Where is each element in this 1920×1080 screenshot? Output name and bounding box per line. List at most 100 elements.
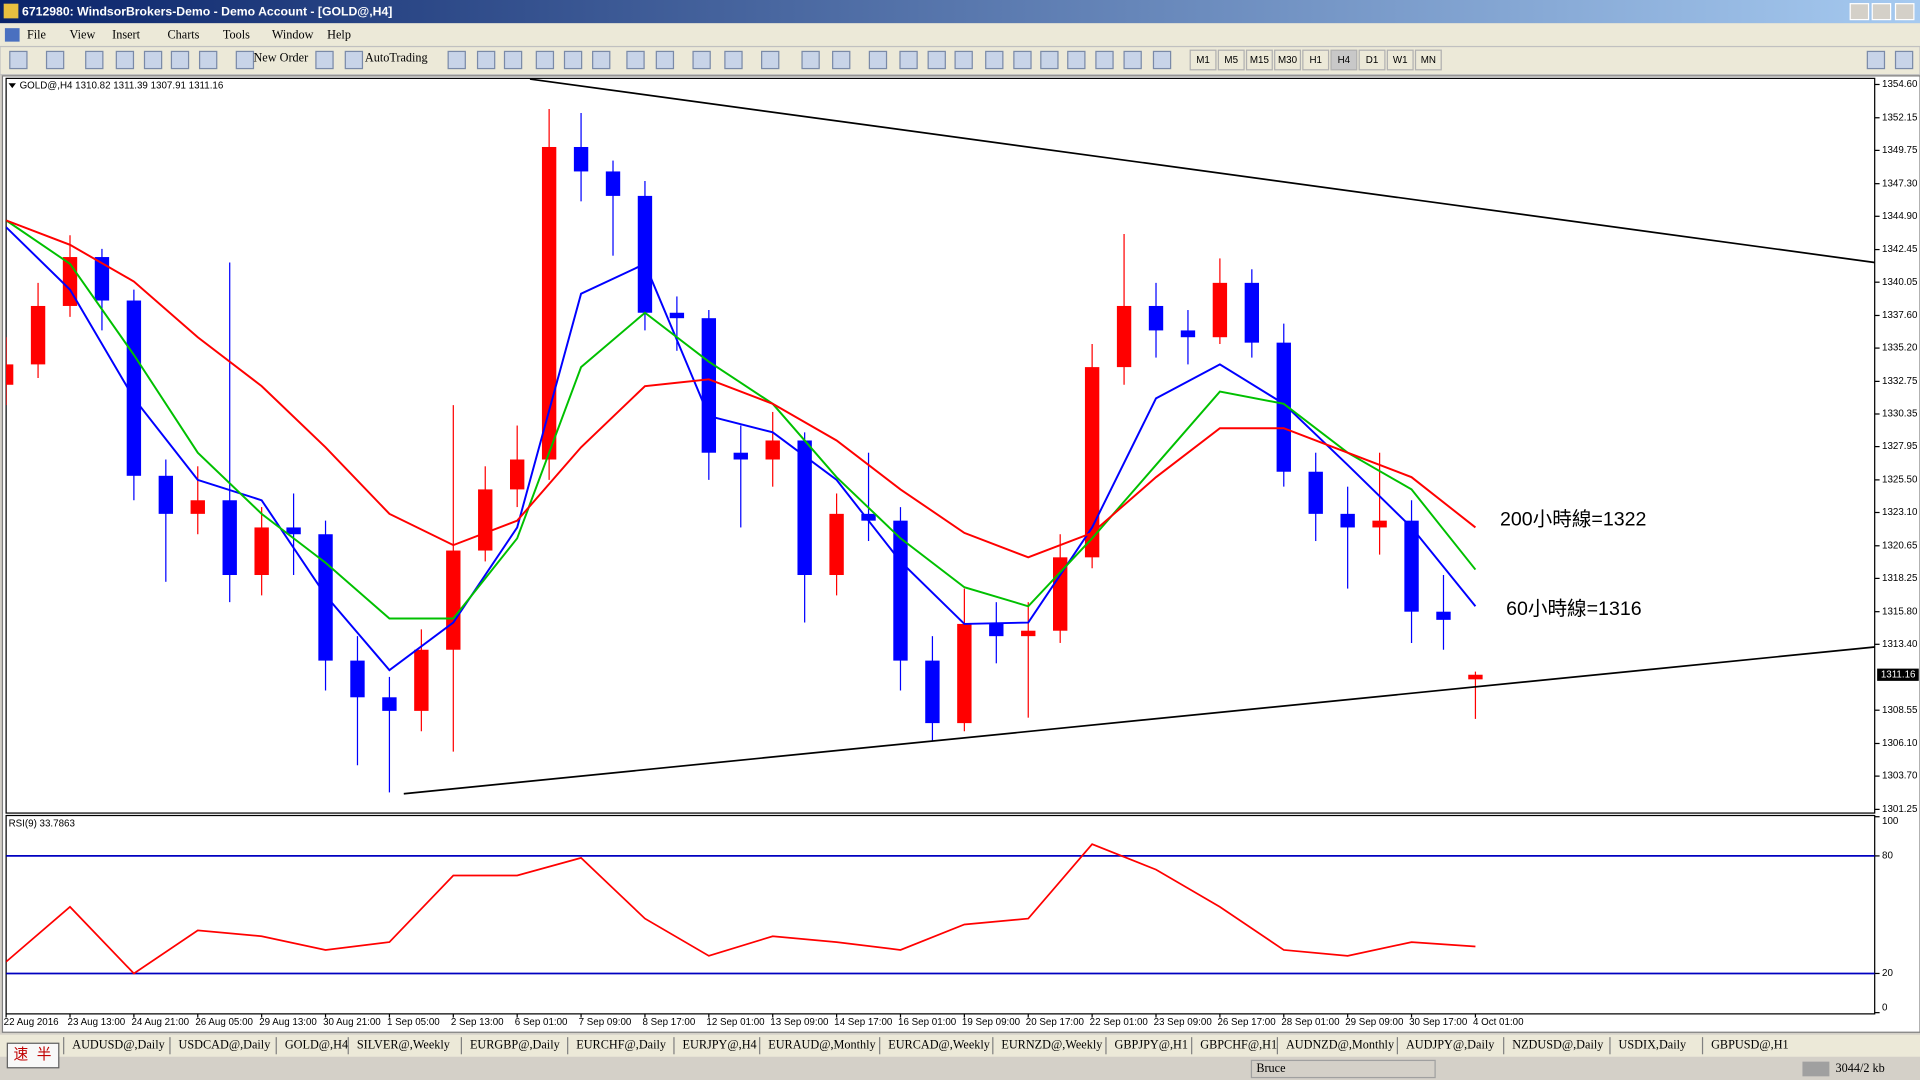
chart-tab[interactable]: EURGBP@,Daily xyxy=(470,1038,561,1052)
menu-item[interactable]: Help xyxy=(327,27,351,41)
toolbar-icon[interactable] xyxy=(344,50,364,70)
autotrading-button[interactable]: AutoTrading xyxy=(365,51,428,65)
timeframe-button[interactable] xyxy=(1245,49,1273,71)
toolbar-icon[interactable] xyxy=(447,50,466,70)
chart-tab[interactable]: GOLD@,H4 xyxy=(285,1038,348,1052)
timeframe-label[interactable]: MN xyxy=(1421,55,1436,66)
chart-tab[interactable]: EURAUD@,Monthly xyxy=(768,1038,876,1052)
toolbar-icon[interactable] xyxy=(235,50,255,70)
chart-tab[interactable]: GBPCHF@,H1 xyxy=(1200,1038,1277,1052)
timeframe-button[interactable] xyxy=(1414,49,1442,71)
y-tick-label: 1344.90 xyxy=(1882,211,1918,222)
timeframe-label[interactable]: D1 xyxy=(1366,55,1379,66)
timeframe-button[interactable] xyxy=(1302,49,1330,71)
candle-body xyxy=(733,452,748,460)
toolbar-icon[interactable] xyxy=(1067,50,1086,70)
chart-tab[interactable]: EURJPY@,H4 xyxy=(683,1038,757,1052)
chart-tab[interactable]: EURNZD@,Weekly xyxy=(1001,1038,1103,1052)
timeframe-label[interactable]: M30 xyxy=(1278,55,1298,66)
toolbar-icon[interactable] xyxy=(626,50,645,70)
candle-body xyxy=(989,623,1004,637)
menu-item[interactable]: File xyxy=(27,27,46,41)
timeframe-label[interactable]: M5 xyxy=(1224,55,1238,66)
timeframe-label[interactable]: W1 xyxy=(1393,55,1408,66)
menu-item[interactable]: Window xyxy=(272,27,314,41)
chart-tab[interactable]: AUDJPY@,Daily xyxy=(1406,1038,1495,1052)
toolbar-icon[interactable] xyxy=(1013,50,1032,70)
toolbar-icon[interactable] xyxy=(1894,50,1914,70)
toolbar-icon[interactable] xyxy=(724,50,743,70)
toolbar-icon[interactable] xyxy=(592,50,611,70)
candle-body xyxy=(1276,342,1291,472)
toolbar-icon[interactable] xyxy=(535,50,555,70)
chart-tab[interactable]: USDIX,Daily xyxy=(1619,1038,1688,1052)
timeframe-button[interactable] xyxy=(1189,49,1217,71)
candle-body xyxy=(637,195,653,313)
y-tick-label: 1340.05 xyxy=(1882,277,1918,288)
toolbar-icon[interactable] xyxy=(832,50,851,70)
maximize-button[interactable] xyxy=(1871,3,1892,21)
chart-tab[interactable]: USDCAD@,Daily xyxy=(179,1038,272,1052)
menu-item[interactable]: View xyxy=(70,27,96,41)
toolbar-icon[interactable] xyxy=(801,50,820,70)
toolbar-icon[interactable] xyxy=(899,50,918,70)
candle-body xyxy=(30,305,46,365)
toolbar-icon[interactable] xyxy=(9,50,28,70)
candle-body xyxy=(573,146,589,172)
toolbar-icon[interactable] xyxy=(692,50,711,70)
toolbar-icon[interactable] xyxy=(315,50,334,70)
chart-tab[interactable]: SILVER@,Weekly xyxy=(357,1038,451,1052)
timeframe-button[interactable] xyxy=(1386,49,1414,71)
timeframe-button[interactable] xyxy=(1274,49,1302,71)
candle-body xyxy=(1021,630,1036,637)
minimize-button[interactable] xyxy=(1849,3,1870,21)
toolbar-icon[interactable] xyxy=(115,50,135,70)
timeframe-button[interactable] xyxy=(1330,49,1358,71)
chart-tab[interactable]: EURCHF@,Daily xyxy=(576,1038,667,1052)
chart-tab[interactable]: EURCAD@,Weekly xyxy=(888,1038,991,1052)
toolbar-icon[interactable] xyxy=(927,50,946,70)
toolbar-icon[interactable] xyxy=(954,50,973,70)
chart-tab[interactable]: AUDUSD@,Daily xyxy=(72,1038,165,1052)
timeframe-label[interactable]: M1 xyxy=(1196,55,1210,66)
toolbar-icon[interactable] xyxy=(198,50,218,70)
toolbar-icon[interactable] xyxy=(170,50,190,70)
ime-width[interactable]: 半 xyxy=(37,1046,52,1063)
timeframe-button[interactable] xyxy=(1217,49,1245,71)
toolbar-icon[interactable] xyxy=(143,50,163,70)
toolbar-icon[interactable] xyxy=(45,50,65,70)
y-tick-label: 1323.10 xyxy=(1882,507,1918,518)
candle-body xyxy=(925,660,940,724)
toolbar-icon[interactable] xyxy=(1123,50,1142,70)
toolbar-icon[interactable] xyxy=(868,50,888,70)
toolbar-icon[interactable] xyxy=(1152,50,1172,70)
toolbar-icon[interactable] xyxy=(1040,50,1059,70)
toolbar-icon[interactable] xyxy=(1095,50,1114,70)
toolbar-icon[interactable] xyxy=(563,50,583,70)
toolbar-icon[interactable] xyxy=(1866,50,1886,70)
toolbar-icon[interactable] xyxy=(761,50,780,70)
candle-body xyxy=(286,527,301,535)
chart-tab[interactable]: GBPJPY@,H1 xyxy=(1115,1038,1188,1052)
chart-tab[interactable]: NZDUSD@,Daily xyxy=(1512,1038,1604,1052)
chart-tab[interactable]: GBPUSD@,H1 xyxy=(1711,1038,1789,1052)
toolbar-icon[interactable] xyxy=(503,50,523,70)
traffic: 3044/2 kb xyxy=(1836,1061,1885,1075)
menu-item[interactable]: Insert xyxy=(112,27,140,41)
rsi-plot-frame xyxy=(5,814,1876,1015)
candle-body xyxy=(509,459,525,490)
timeframe-label[interactable]: H1 xyxy=(1309,55,1322,66)
menu-item[interactable]: Tools xyxy=(223,27,250,41)
timeframe-label[interactable]: H4 xyxy=(1338,55,1351,66)
close-button[interactable] xyxy=(1894,3,1915,21)
toolbar-icon[interactable] xyxy=(655,50,675,70)
chart-tab[interactable]: AUDNZD@,Monthly xyxy=(1286,1038,1395,1052)
ime-mode[interactable]: 速 xyxy=(13,1046,28,1063)
timeframe-label[interactable]: M15 xyxy=(1250,55,1270,66)
menu-item[interactable]: Charts xyxy=(168,27,200,41)
toolbar-icon[interactable] xyxy=(476,50,496,70)
new-order-button[interactable]: New Order xyxy=(253,51,308,65)
toolbar-icon[interactable] xyxy=(985,50,1004,70)
toolbar-icon[interactable] xyxy=(85,50,104,70)
timeframe-button[interactable] xyxy=(1358,49,1386,71)
